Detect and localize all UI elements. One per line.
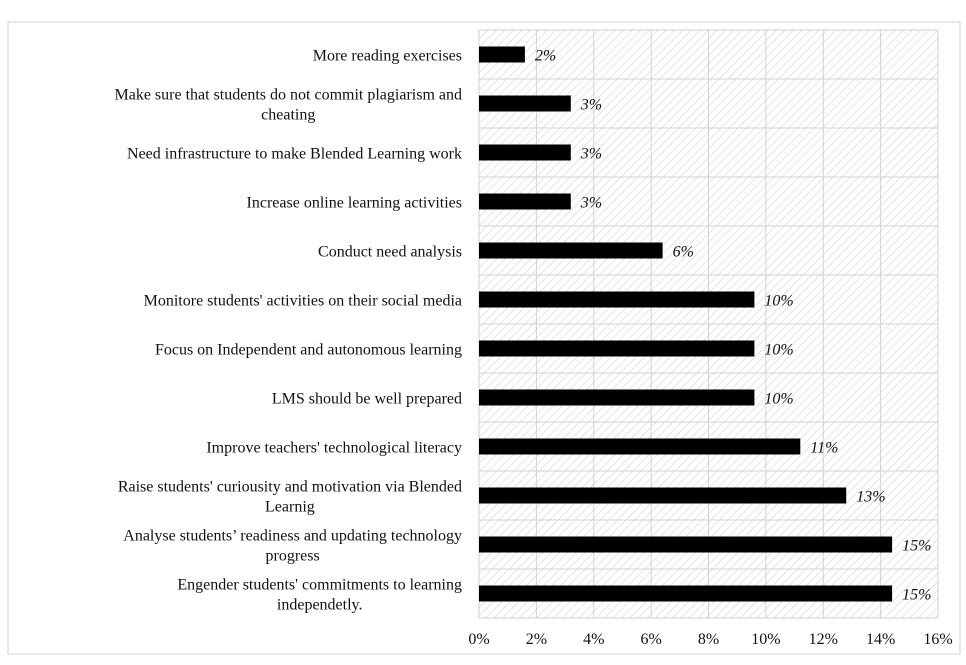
x-tick-label: 2% [526,631,547,648]
x-tick-label: 4% [583,631,604,648]
bar [479,585,893,602]
category-label: More reading exercises [313,48,462,65]
data-label: 10% [764,293,793,310]
x-tick-label: 8% [698,631,719,648]
category-label: independetly. [277,597,363,614]
category-label: Raise students' curiousity and motivatio… [118,479,462,496]
bars [479,46,893,602]
bar [479,340,755,357]
chart-outer-border [7,21,961,655]
category-label: Monitore students' activities on their s… [144,293,462,310]
data-label: 15% [902,587,931,604]
data-label: 3% [580,97,602,114]
bar [479,291,755,308]
data-label: 15% [902,538,931,555]
bar [479,193,571,210]
category-label: Conduct need analysis [318,244,462,261]
category-labels: More reading exercises Make sure that stu… [115,48,463,614]
x-tick-label: 12% [809,631,838,648]
x-tick-label: 10% [751,631,780,648]
data-label: 13% [856,489,885,506]
x-tick-label: 14% [866,631,895,648]
bar [479,438,801,455]
bar [479,487,847,504]
bar [479,536,893,553]
data-label: 11% [810,440,838,457]
data-label: 10% [764,342,793,359]
category-label: Increase online learning activities [247,195,462,212]
bar [479,46,525,63]
category-label: Need infrastructure to make Blended Lear… [127,146,462,163]
value-labels: 2% 3% 3% 3% 6% 10% 10% 10% 11% 13% 15% 15% [535,48,932,604]
x-tick-label: 6% [640,631,661,648]
bar [479,242,663,259]
category-label: Improve teachers' technological literacy [206,440,462,457]
bar [479,389,755,406]
category-label: Learnig [265,499,315,516]
data-label: 2% [535,48,556,65]
category-label: LMS should be well prepared [272,391,462,408]
data-label: 3% [580,195,602,212]
bar [479,95,571,112]
category-label: Focus on Independent and autonomous lear… [155,342,462,359]
data-label: 6% [673,244,694,261]
data-label: 10% [764,391,793,408]
category-label: Make sure that students do not commit pl… [115,87,463,104]
category-label: cheating [261,107,315,124]
data-label: 3% [580,146,602,163]
category-label: Analyse students’ readiness and updating… [123,528,462,545]
bar [479,144,571,161]
gridlines [478,29,939,619]
x-tick-label: 0% [468,631,489,648]
x-tick-label: 16% [923,631,952,648]
category-label: Engender students' commitments to learni… [177,577,462,594]
x-axis-tick-labels: 0% 2% 4% 6% 8% 10% 12% 14% 16% [468,631,952,648]
category-label: progress [266,548,320,565]
